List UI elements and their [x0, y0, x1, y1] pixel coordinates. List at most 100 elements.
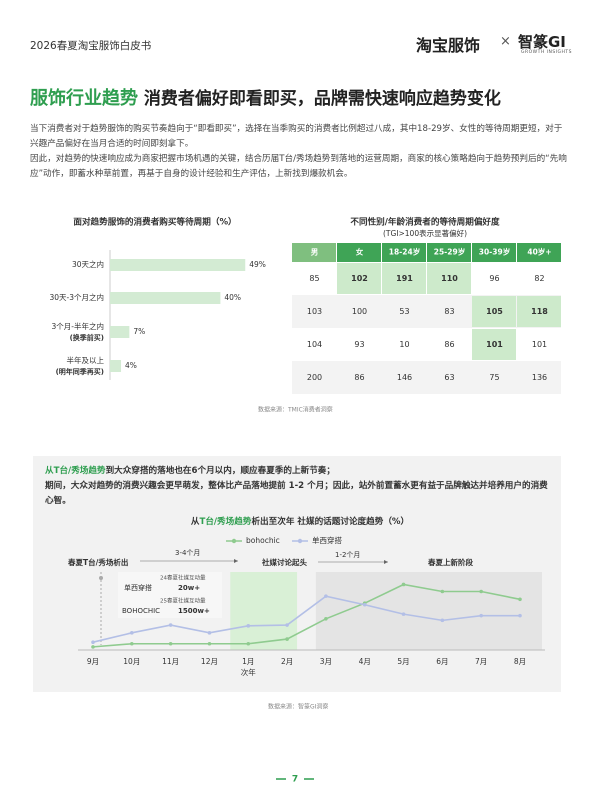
bar — [110, 326, 130, 338]
annotation: 1-2个月 — [335, 551, 360, 559]
header-label: 18-24岁 — [389, 247, 421, 257]
category-label: 30天之内 — [72, 259, 104, 269]
table-cell: 83 — [444, 307, 454, 316]
category-label: 半年及以上 — [67, 355, 105, 365]
partner-logo: 智篆GI — [518, 33, 566, 51]
highlight-cell — [472, 296, 516, 327]
table-cell: 101 — [532, 340, 547, 349]
annotation: 社媒讨论起头 — [261, 557, 307, 567]
table-cell: 104 — [307, 340, 322, 349]
point — [479, 589, 483, 594]
header-label: 女 — [356, 247, 364, 257]
x-tick-note: 次年 — [241, 667, 256, 677]
brand-logo: 淘宝服饰 — [416, 36, 481, 55]
callout-highlight: 从T台/秀场趋势 — [45, 466, 106, 476]
x-tick-label: 10月 — [123, 657, 140, 666]
point — [362, 602, 367, 607]
x-tick-label: 9月 — [87, 657, 99, 666]
category-sublabel: (明年同季再买) — [56, 367, 104, 376]
annotation: 春夏上新阶段 — [428, 557, 473, 567]
report-name: 2026春夏淘宝服饰白皮书 — [30, 40, 152, 52]
series-line — [92, 583, 521, 648]
table-cell: 110 — [441, 274, 458, 283]
point — [130, 641, 134, 646]
bar — [110, 259, 246, 271]
table-cell: 101 — [486, 340, 503, 349]
header-label: 25-29岁 — [434, 247, 466, 257]
table-cell: 86 — [354, 373, 364, 382]
category-sublabel: (换季前买) — [70, 333, 104, 342]
category-label: 3个月-半年之内 — [52, 321, 104, 331]
point — [91, 645, 95, 649]
source: 数据来源：TMIC消费者洞察 — [258, 406, 333, 414]
table-cell: 63 — [444, 373, 454, 382]
table-cell: 82 — [534, 274, 544, 283]
cross: × — [500, 34, 511, 49]
table-subtitle: (TGI>100表示显著偏好) — [383, 228, 467, 238]
note-box — [118, 572, 222, 618]
table-cell: 105 — [486, 307, 503, 316]
category-label: 30天-3个月之内 — [49, 292, 104, 302]
chart-title: 面对趋势服饰的消费者购买等待周期（%） — [73, 216, 236, 228]
legend-label: bohochic — [246, 536, 280, 545]
table-cell: 96 — [489, 274, 499, 283]
point — [324, 594, 328, 598]
point — [401, 582, 406, 587]
title-highlight: 服饰行业趋势 — [30, 88, 138, 109]
note: BOHOCHIC — [122, 607, 160, 615]
x-tick-label: 2月 — [281, 657, 293, 666]
table-cell: 118 — [531, 307, 548, 316]
point — [246, 624, 251, 628]
point — [324, 617, 328, 621]
x-tick-label: 3月 — [320, 657, 332, 666]
chart-title: 从T台/秀场趋势析出至次年 社媒的话题讨论度趋势（%） — [191, 515, 409, 527]
legend-dot — [297, 538, 303, 544]
value-label: 7% — [133, 327, 145, 336]
header-cell — [382, 243, 426, 262]
highlight-cell — [427, 263, 471, 294]
note: 单西穿搭 — [124, 583, 152, 592]
header-label: 40岁+ — [527, 247, 551, 257]
highlight-cell — [517, 296, 561, 327]
x-tick-label: 7月 — [475, 657, 487, 666]
point — [479, 613, 483, 618]
table-cell: 10 — [399, 340, 409, 349]
x-tick-label: 8月 — [514, 657, 526, 666]
annotation: 3-4个月 — [175, 549, 200, 557]
bar — [110, 292, 221, 304]
point — [440, 589, 445, 594]
table-cell: 86 — [444, 340, 454, 349]
highlight-cell — [337, 263, 381, 294]
table-cell: 93 — [354, 340, 364, 349]
row-bg — [292, 295, 561, 328]
row-bg — [292, 262, 561, 295]
header-cell — [517, 243, 561, 262]
table-cell: 191 — [396, 274, 413, 283]
header-label: 男 — [311, 248, 319, 257]
header-cell — [472, 243, 516, 262]
point — [518, 597, 522, 602]
bar — [110, 360, 122, 372]
arrow-head — [234, 559, 238, 563]
title-text: 消费者偏好即看即买，品牌需快速响应趋势变化 — [143, 89, 501, 109]
intro: 当下消费者对于趋势服饰的购买节奏趋向于“即看即买”，选择在当季购买的消费者比例超… — [30, 122, 568, 182]
x-tick-label: 5月 — [397, 657, 409, 666]
point — [168, 641, 173, 646]
point — [207, 631, 212, 635]
partner-sub: GROWTH INSIGHTS — [521, 50, 573, 55]
x-tick-label: 12月 — [201, 657, 218, 666]
highlight-cell — [472, 329, 516, 360]
callout-text: 期间，大众对趋势的消费兴趣会更早萌发，整体比产品落地提前 1-2 个月；因此，站… — [45, 481, 548, 506]
header-label: 30-39岁 — [479, 247, 511, 257]
header-cell — [292, 243, 336, 262]
paragraph: 因此，对趋势的快速响应成为商家把握市场机遇的关键，结合历届T台/秀场趋势到落地的… — [30, 154, 567, 179]
value-label: 49% — [249, 260, 266, 269]
annotation: 春夏T台/秀场析出 — [68, 557, 128, 567]
page-title: 服饰行业趋势 消费者偏好即看即买，品牌需快速响应趋势变化 — [30, 84, 501, 110]
callout: 从T台/秀场趋势到大众穿搭的落地也在6个月以内，顺应春夏季的上新节奏； 期间，大… — [45, 464, 550, 509]
header-cell — [427, 243, 471, 262]
callout-text: 到大众穿搭的落地也在6个月以内，顺应春夏季的上新节奏； — [105, 466, 335, 476]
point — [518, 613, 522, 618]
arrow-head — [384, 560, 388, 564]
